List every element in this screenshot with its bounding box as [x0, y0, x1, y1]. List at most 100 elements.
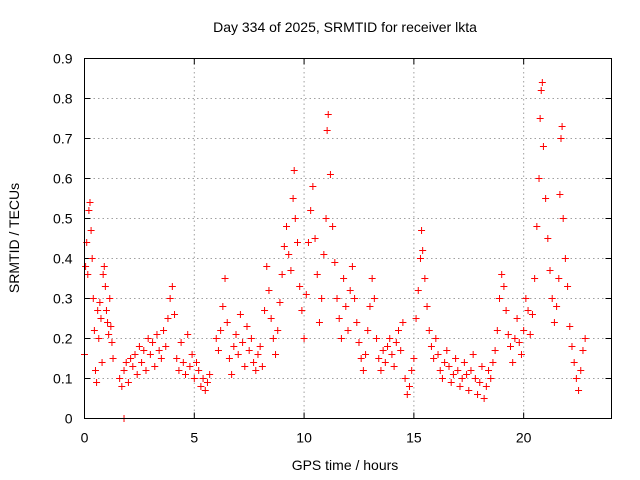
data-point [329, 223, 337, 230]
data-point [323, 127, 331, 134]
data-point [203, 379, 211, 386]
data-point [155, 347, 163, 354]
data-point [430, 355, 438, 362]
data-point [108, 339, 116, 346]
data-point [168, 283, 176, 290]
data-point [267, 315, 275, 322]
data-point [293, 239, 301, 246]
data-point [225, 355, 233, 362]
data-point [258, 363, 266, 370]
data-point [265, 287, 273, 294]
data-point [524, 307, 532, 314]
data-point [447, 379, 455, 386]
data-point [149, 339, 157, 346]
data-point [326, 171, 334, 178]
data-point [357, 355, 365, 362]
plot-area-border [84, 58, 612, 419]
data-point [509, 359, 517, 366]
data-point [109, 355, 117, 362]
data-point [542, 195, 550, 202]
data-point [572, 375, 580, 382]
data-point [307, 207, 315, 214]
data-point [432, 335, 440, 342]
data-point [425, 327, 433, 334]
data-point [346, 287, 354, 294]
data-point [153, 331, 161, 338]
data-point [449, 371, 457, 378]
data-point [474, 391, 482, 398]
data-point [87, 227, 95, 234]
data-point [86, 199, 94, 206]
data-point [256, 343, 264, 350]
data-point [276, 299, 284, 306]
data-point [94, 307, 102, 314]
data-point [315, 319, 323, 326]
data-point [278, 271, 286, 278]
data-point [186, 363, 194, 370]
data-point [557, 135, 565, 142]
data-point [419, 247, 427, 254]
data-point [118, 383, 126, 390]
data-point [151, 363, 159, 370]
data-point [471, 375, 479, 382]
data-point [274, 327, 282, 334]
data-point [500, 283, 508, 290]
data-point [311, 235, 319, 242]
data-point [577, 367, 585, 374]
data-point [478, 363, 486, 370]
data-point [377, 367, 385, 374]
data-point [93, 379, 101, 386]
data-point [418, 227, 426, 234]
data-point [298, 307, 306, 314]
data-point [300, 335, 308, 342]
data-point [320, 251, 328, 258]
y-axis-title: SRMTID / TECUs [6, 183, 22, 293]
data-point [131, 351, 139, 358]
data-point [88, 255, 96, 262]
data-point [537, 87, 545, 94]
data-point [245, 347, 253, 354]
data-point [129, 363, 137, 370]
data-point [261, 307, 269, 314]
data-point [90, 327, 98, 334]
data-point [373, 335, 381, 342]
data-point [146, 351, 154, 358]
data-point [469, 351, 477, 358]
data-point [445, 363, 453, 370]
data-point [91, 367, 99, 374]
data-point [568, 343, 576, 350]
data-point [566, 323, 574, 330]
data-point [192, 359, 200, 366]
data-point [105, 331, 113, 338]
data-point [195, 367, 203, 374]
data-point [135, 343, 143, 350]
data-point [487, 375, 495, 382]
data-point [221, 275, 229, 282]
data-point [454, 367, 462, 374]
data-point [85, 207, 93, 214]
data-point [539, 143, 547, 150]
data-point [536, 115, 544, 122]
data-point [553, 303, 561, 310]
data-point [107, 323, 115, 330]
data-point [291, 215, 299, 222]
data-point [456, 383, 464, 390]
data-point [239, 339, 247, 346]
data-point [302, 291, 310, 298]
data-point [247, 335, 255, 342]
y-tick-label: 0.7 [53, 131, 73, 147]
grid-lines [84, 58, 612, 419]
data-point [368, 275, 376, 282]
data-point [375, 355, 383, 362]
data-point [401, 375, 409, 382]
data-point [538, 79, 546, 86]
data-point [250, 359, 258, 366]
data-point [559, 215, 567, 222]
data-point [120, 367, 128, 374]
data-point [234, 351, 242, 358]
data-point [403, 391, 411, 398]
data-point [98, 359, 106, 366]
data-point [331, 259, 339, 266]
data-point [489, 359, 497, 366]
data-point [570, 359, 578, 366]
